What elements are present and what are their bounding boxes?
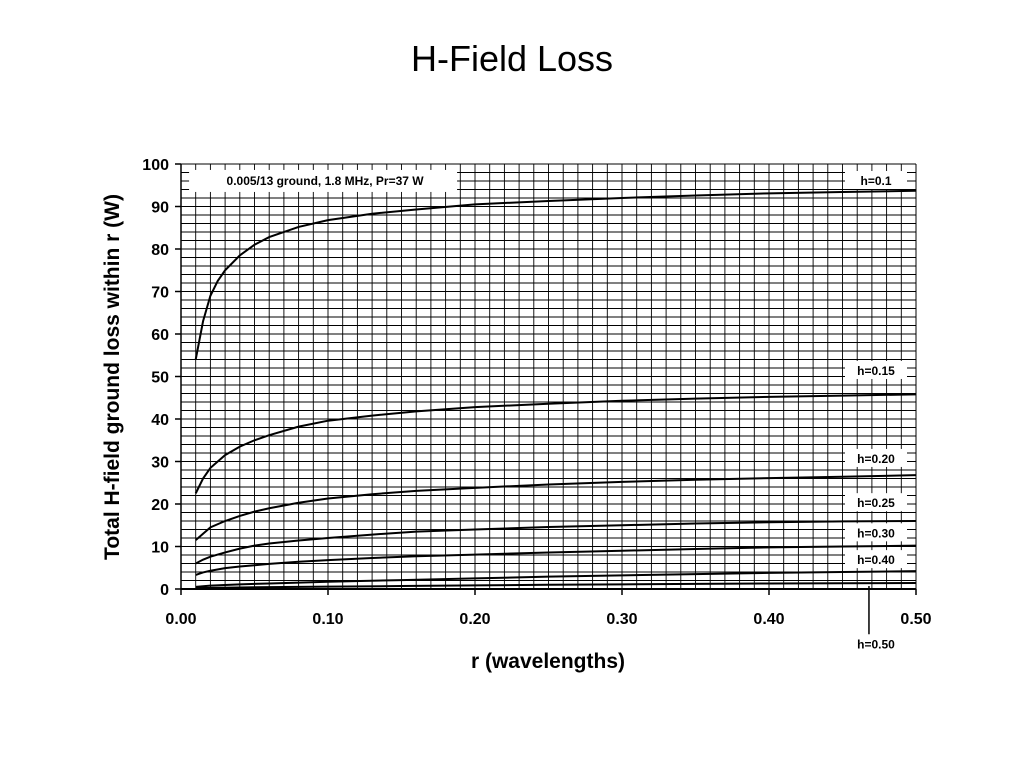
series-label: h=0.15 [857, 364, 895, 378]
y-tick-label: 0 [160, 582, 169, 599]
series-label: h=0.40 [857, 553, 895, 567]
series-label-box [845, 360, 907, 379]
y-tick-label: 40 [151, 412, 169, 429]
series-line-h-0-1 [194, 189, 917, 360]
x-tick-label: 0.10 [312, 611, 343, 628]
series-label-box [845, 523, 907, 542]
y-tick-label: 20 [151, 497, 169, 514]
series-line-h-0-20 [195, 474, 917, 541]
series-label: h=0.20 [857, 452, 895, 466]
series-label: h=0.25 [857, 496, 895, 510]
x-tick-label: 0.20 [459, 611, 490, 628]
series-label-box [845, 493, 907, 512]
series-line-h-0-40 [195, 570, 917, 588]
y-tick-label: 30 [151, 455, 169, 472]
grid-layer [181, 164, 916, 589]
y-tick-label: 70 [151, 285, 169, 302]
labels-layer: 0.005/13 ground, 1.8 MHz, Pr=37 W h=0.1 h=… [189, 169, 907, 653]
series-line-h-0-50 [195, 582, 917, 590]
series-label: h=0.50 [857, 637, 895, 651]
series-label-box [845, 448, 907, 467]
y-tick-label: 90 [151, 200, 169, 217]
series-line-h-0-15 [194, 393, 917, 494]
y-tick-label: 60 [151, 327, 169, 344]
series-line-h-0-25 [195, 520, 917, 565]
series-line-h-0-30 [195, 544, 917, 576]
series-label-box [845, 550, 907, 569]
annotation-box [189, 169, 458, 192]
chart-title: H-Field Loss [410, 38, 614, 79]
y-tick-label: 10 [151, 540, 169, 557]
series-layer [194, 189, 917, 590]
y-tick-label: 50 [151, 370, 169, 387]
x-tick-label: 0.40 [753, 611, 784, 628]
y-tick-label: 100 [142, 157, 169, 174]
x-tick-label: 0.50 [900, 611, 931, 628]
series-label: h=0.1 [860, 174, 891, 188]
series-label-box [845, 634, 907, 653]
y-axis-title: Total H-field ground loss within r (W) [101, 194, 124, 560]
series-label-box [845, 171, 907, 189]
x-tick-label: 0.30 [606, 611, 637, 628]
x-axis-title: r (wavelengths) [471, 650, 625, 673]
x-tick-label: 0.00 [165, 611, 196, 628]
series-label: h=0.30 [857, 526, 895, 540]
y-tick-label: 80 [151, 242, 169, 259]
annotation-text: 0.005/13 ground, 1.8 MHz, Pr=37 W [227, 174, 425, 188]
ticks-layer: 0 10 20 30 40 50 60 70 80 90 100 0.00 0.10 0.20 0.30 0.… [142, 157, 931, 628]
